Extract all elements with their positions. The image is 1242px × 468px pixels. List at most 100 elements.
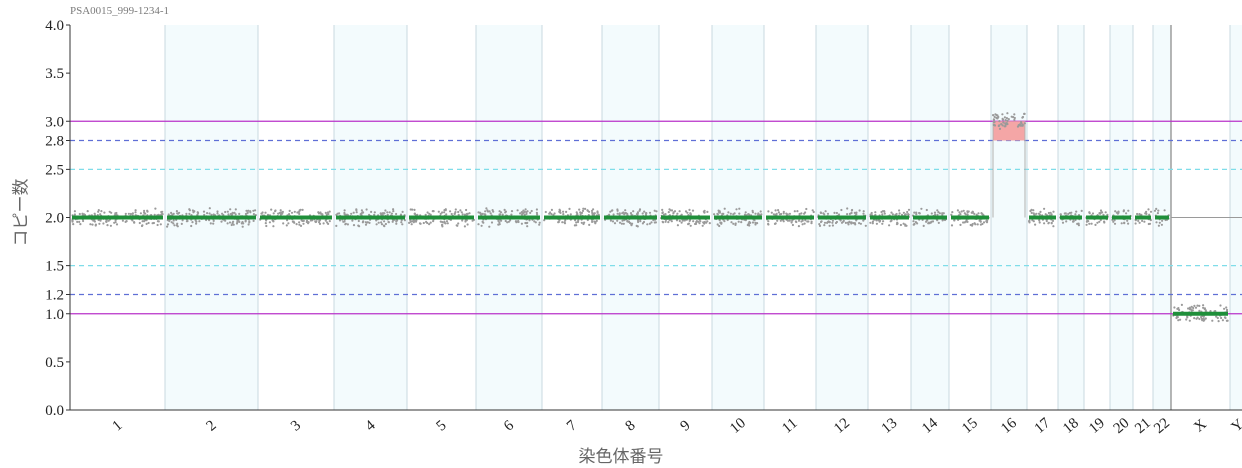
data-point bbox=[675, 219, 679, 222]
x-tick-label: 18 bbox=[1060, 415, 1082, 437]
data-point bbox=[1113, 222, 1117, 225]
data-point bbox=[352, 211, 355, 214]
data-point bbox=[324, 211, 327, 214]
data-point bbox=[913, 211, 916, 214]
data-point bbox=[1039, 210, 1042, 213]
x-tick-label: X bbox=[1191, 416, 1210, 435]
data-point bbox=[212, 222, 215, 225]
x-tick-label: 8 bbox=[622, 417, 638, 434]
data-point bbox=[1202, 304, 1205, 307]
data-point bbox=[1038, 219, 1041, 222]
x-tick-label: 17 bbox=[1032, 415, 1054, 437]
data-point bbox=[1074, 213, 1077, 216]
data-point bbox=[396, 219, 399, 222]
data-point bbox=[506, 221, 509, 224]
data-point bbox=[969, 223, 972, 227]
data-point bbox=[1173, 306, 1176, 309]
data-point bbox=[1211, 319, 1214, 322]
data-point bbox=[131, 212, 134, 215]
data-point bbox=[1006, 112, 1009, 115]
data-point bbox=[652, 219, 655, 222]
sample-id-label: PSA0015_999-1234-1 bbox=[70, 5, 170, 17]
data-point bbox=[485, 207, 488, 210]
data-point bbox=[282, 222, 285, 225]
data-point bbox=[777, 211, 781, 214]
data-point bbox=[862, 219, 865, 222]
data-point bbox=[526, 225, 529, 228]
data-point bbox=[653, 209, 656, 212]
data-point bbox=[373, 211, 376, 214]
data-point bbox=[188, 212, 191, 215]
data-point bbox=[114, 212, 117, 215]
data-point bbox=[488, 225, 491, 228]
data-point bbox=[203, 213, 206, 216]
data-point bbox=[791, 223, 795, 227]
data-point bbox=[819, 220, 823, 224]
data-point bbox=[695, 221, 698, 224]
data-point bbox=[455, 224, 458, 227]
data-point bbox=[386, 213, 389, 216]
data-point bbox=[578, 208, 581, 211]
data-point bbox=[477, 211, 480, 214]
data-point bbox=[862, 212, 865, 215]
x-tick-label: 11 bbox=[779, 415, 800, 437]
data-point bbox=[1007, 118, 1010, 121]
data-point bbox=[208, 212, 211, 215]
data-point bbox=[646, 223, 649, 226]
data-point bbox=[922, 224, 925, 227]
data-point bbox=[1217, 320, 1220, 323]
data-point bbox=[801, 219, 804, 222]
data-point bbox=[114, 219, 117, 222]
data-point bbox=[166, 219, 169, 222]
data-point bbox=[616, 219, 619, 222]
data-point bbox=[1200, 317, 1203, 320]
data-point bbox=[850, 209, 854, 212]
data-point bbox=[858, 209, 861, 212]
data-point bbox=[662, 213, 666, 216]
data-point bbox=[1161, 219, 1164, 222]
data-point bbox=[202, 210, 206, 213]
data-point bbox=[568, 207, 571, 210]
data-point bbox=[328, 210, 331, 213]
data-point bbox=[976, 223, 979, 226]
data-point bbox=[1013, 113, 1016, 116]
data-point bbox=[1080, 209, 1083, 212]
data-point bbox=[743, 213, 747, 216]
data-point bbox=[839, 219, 842, 222]
data-point bbox=[343, 209, 346, 212]
data-point bbox=[1157, 209, 1160, 212]
data-point bbox=[516, 209, 519, 212]
data-point bbox=[754, 223, 757, 226]
data-point bbox=[176, 212, 179, 215]
data-point bbox=[973, 212, 976, 215]
data-point bbox=[846, 213, 849, 216]
data-point bbox=[437, 210, 440, 213]
data-point bbox=[392, 208, 395, 211]
data-point bbox=[422, 221, 425, 225]
data-point bbox=[216, 210, 219, 213]
data-point bbox=[623, 219, 626, 222]
data-point bbox=[992, 114, 995, 117]
data-point bbox=[596, 211, 599, 214]
data-point bbox=[558, 211, 561, 214]
data-point bbox=[904, 223, 907, 226]
y-tick-label: 2.5 bbox=[45, 162, 64, 178]
data-point bbox=[146, 210, 149, 213]
data-point bbox=[953, 219, 956, 222]
data-point bbox=[231, 211, 234, 214]
data-point bbox=[1002, 121, 1005, 124]
data-point bbox=[667, 221, 670, 224]
data-point bbox=[951, 211, 954, 214]
data-point bbox=[1104, 211, 1107, 214]
data-point bbox=[220, 220, 223, 223]
data-point bbox=[993, 123, 996, 126]
data-point bbox=[776, 219, 779, 222]
data-point bbox=[252, 213, 255, 216]
data-point bbox=[272, 225, 275, 228]
data-point bbox=[228, 221, 232, 224]
data-point bbox=[881, 210, 884, 213]
data-point bbox=[689, 212, 692, 215]
data-point bbox=[688, 208, 691, 211]
data-point bbox=[701, 224, 704, 227]
data-point bbox=[840, 208, 843, 212]
